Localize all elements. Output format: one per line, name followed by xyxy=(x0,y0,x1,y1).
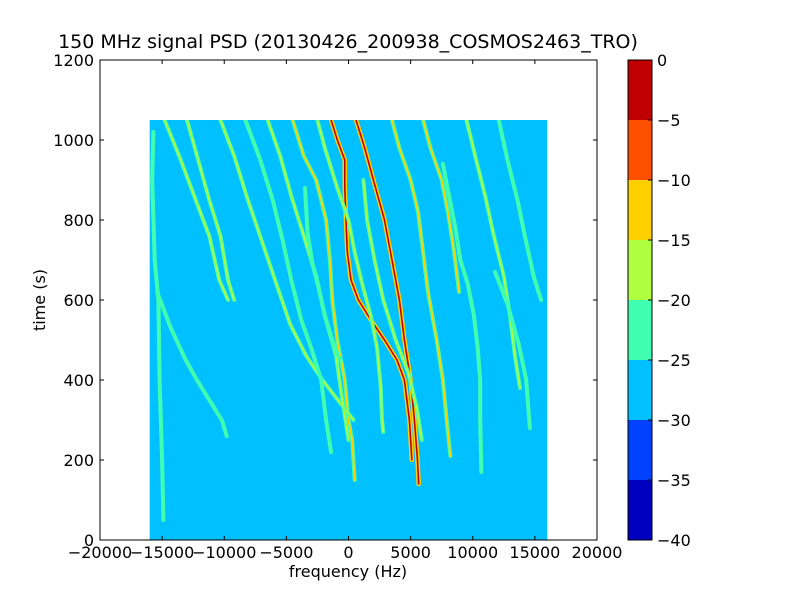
y-tick-label: 0 xyxy=(84,531,94,550)
signal-trace xyxy=(494,271,531,429)
x-tick-label: −10000 xyxy=(192,543,256,562)
signal-trace xyxy=(304,187,341,361)
x-tick-label: 15000 xyxy=(509,543,560,562)
signal-trace xyxy=(291,120,356,481)
colorbar-tick-label: −40 xyxy=(657,531,691,550)
signal-trace xyxy=(362,179,423,441)
y-tick-label: 800 xyxy=(63,211,94,230)
plot-area: −20000−15000−10000 −5000 0 5000 10000 15000 20… xyxy=(53,51,622,562)
colorbar-tick-label: −10 xyxy=(657,171,691,190)
x-tick-label: −20000 xyxy=(68,543,132,562)
signal-trace xyxy=(442,163,483,473)
signal-trace xyxy=(151,131,165,521)
colorbar-segment xyxy=(628,180,652,240)
signal-trace xyxy=(497,120,542,301)
x-tick-label: −15000 xyxy=(130,543,194,562)
heatmap-background xyxy=(149,120,548,540)
x-axis-title: frequency (Hz) xyxy=(289,562,407,581)
colorbar-tick-label: −25 xyxy=(657,351,691,370)
colorbar-tick-label: −15 xyxy=(657,231,691,250)
colorbar-segment xyxy=(628,300,652,360)
signal-trace xyxy=(330,120,413,461)
colorbar-segment xyxy=(628,480,652,540)
colorbar-segment xyxy=(628,60,652,120)
colorbar-segment xyxy=(628,360,652,420)
signal-trace xyxy=(422,120,460,293)
y-tick-label: 1000 xyxy=(53,131,94,150)
signal-trace xyxy=(465,120,521,389)
x-tick-label: 0 xyxy=(343,543,353,562)
x-tick-label: −5000 xyxy=(259,543,313,562)
signal-traces xyxy=(150,120,544,522)
signal-trace xyxy=(163,120,229,301)
chart-title: 150 MHz signal PSD (20130426_200938_COSM… xyxy=(58,31,638,53)
x-tick-label: 20000 xyxy=(572,543,623,562)
y-tick-label: 600 xyxy=(63,291,94,310)
y-axis-title: time (s) xyxy=(30,269,49,331)
signal-trace xyxy=(316,120,385,433)
x-tick-label: 5000 xyxy=(390,543,431,562)
colorbar: −40 −35 −30 −25 −20 −15 −10 −5 0 xyxy=(627,51,691,550)
colorbar-tick-label: −5 xyxy=(657,111,681,130)
colorbar-segment xyxy=(628,240,652,300)
colorbar-segment xyxy=(628,120,652,180)
colorbar-tick-label: 0 xyxy=(657,51,667,70)
signal-trace xyxy=(355,120,420,485)
colorbar-tick-label: −35 xyxy=(657,471,691,490)
signal-trace xyxy=(156,291,228,437)
colorbar-tick-label: −20 xyxy=(657,291,691,310)
y-tick-label: 1200 xyxy=(53,51,94,70)
signal-trace xyxy=(186,120,236,301)
x-tick-label: 10000 xyxy=(447,543,498,562)
signal-trace xyxy=(219,120,355,421)
signal-trace xyxy=(391,120,452,457)
colorbar-tick-label: −30 xyxy=(657,411,691,430)
signal-trace xyxy=(244,120,332,453)
y-tick-label: 200 xyxy=(63,451,94,470)
colorbar-segment xyxy=(628,420,652,480)
y-tick-label: 400 xyxy=(63,371,94,390)
